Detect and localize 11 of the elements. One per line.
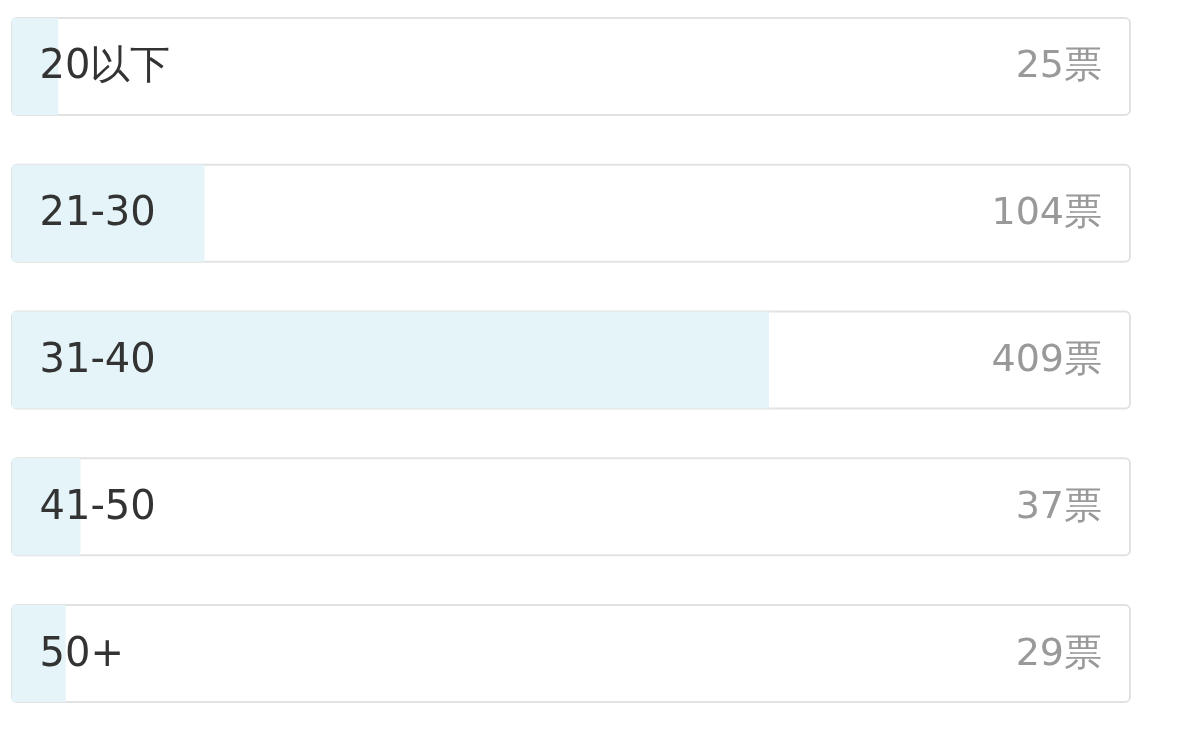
data-label: 37票 [1015,482,1102,527]
data-label: 29票 [1015,629,1102,674]
y-tick-label: 41-50 [39,481,156,528]
data-label: 25票 [1015,42,1102,87]
data-label: 409票 [991,336,1102,380]
y-tick-label: 20以下 [39,41,171,88]
bar [12,164,205,262]
y-tick-label: 31-40 [39,335,156,381]
data-label: 104票 [991,189,1102,234]
y-tick-label: 21-30 [39,188,156,235]
y-tick-label: 50+ [39,628,124,675]
